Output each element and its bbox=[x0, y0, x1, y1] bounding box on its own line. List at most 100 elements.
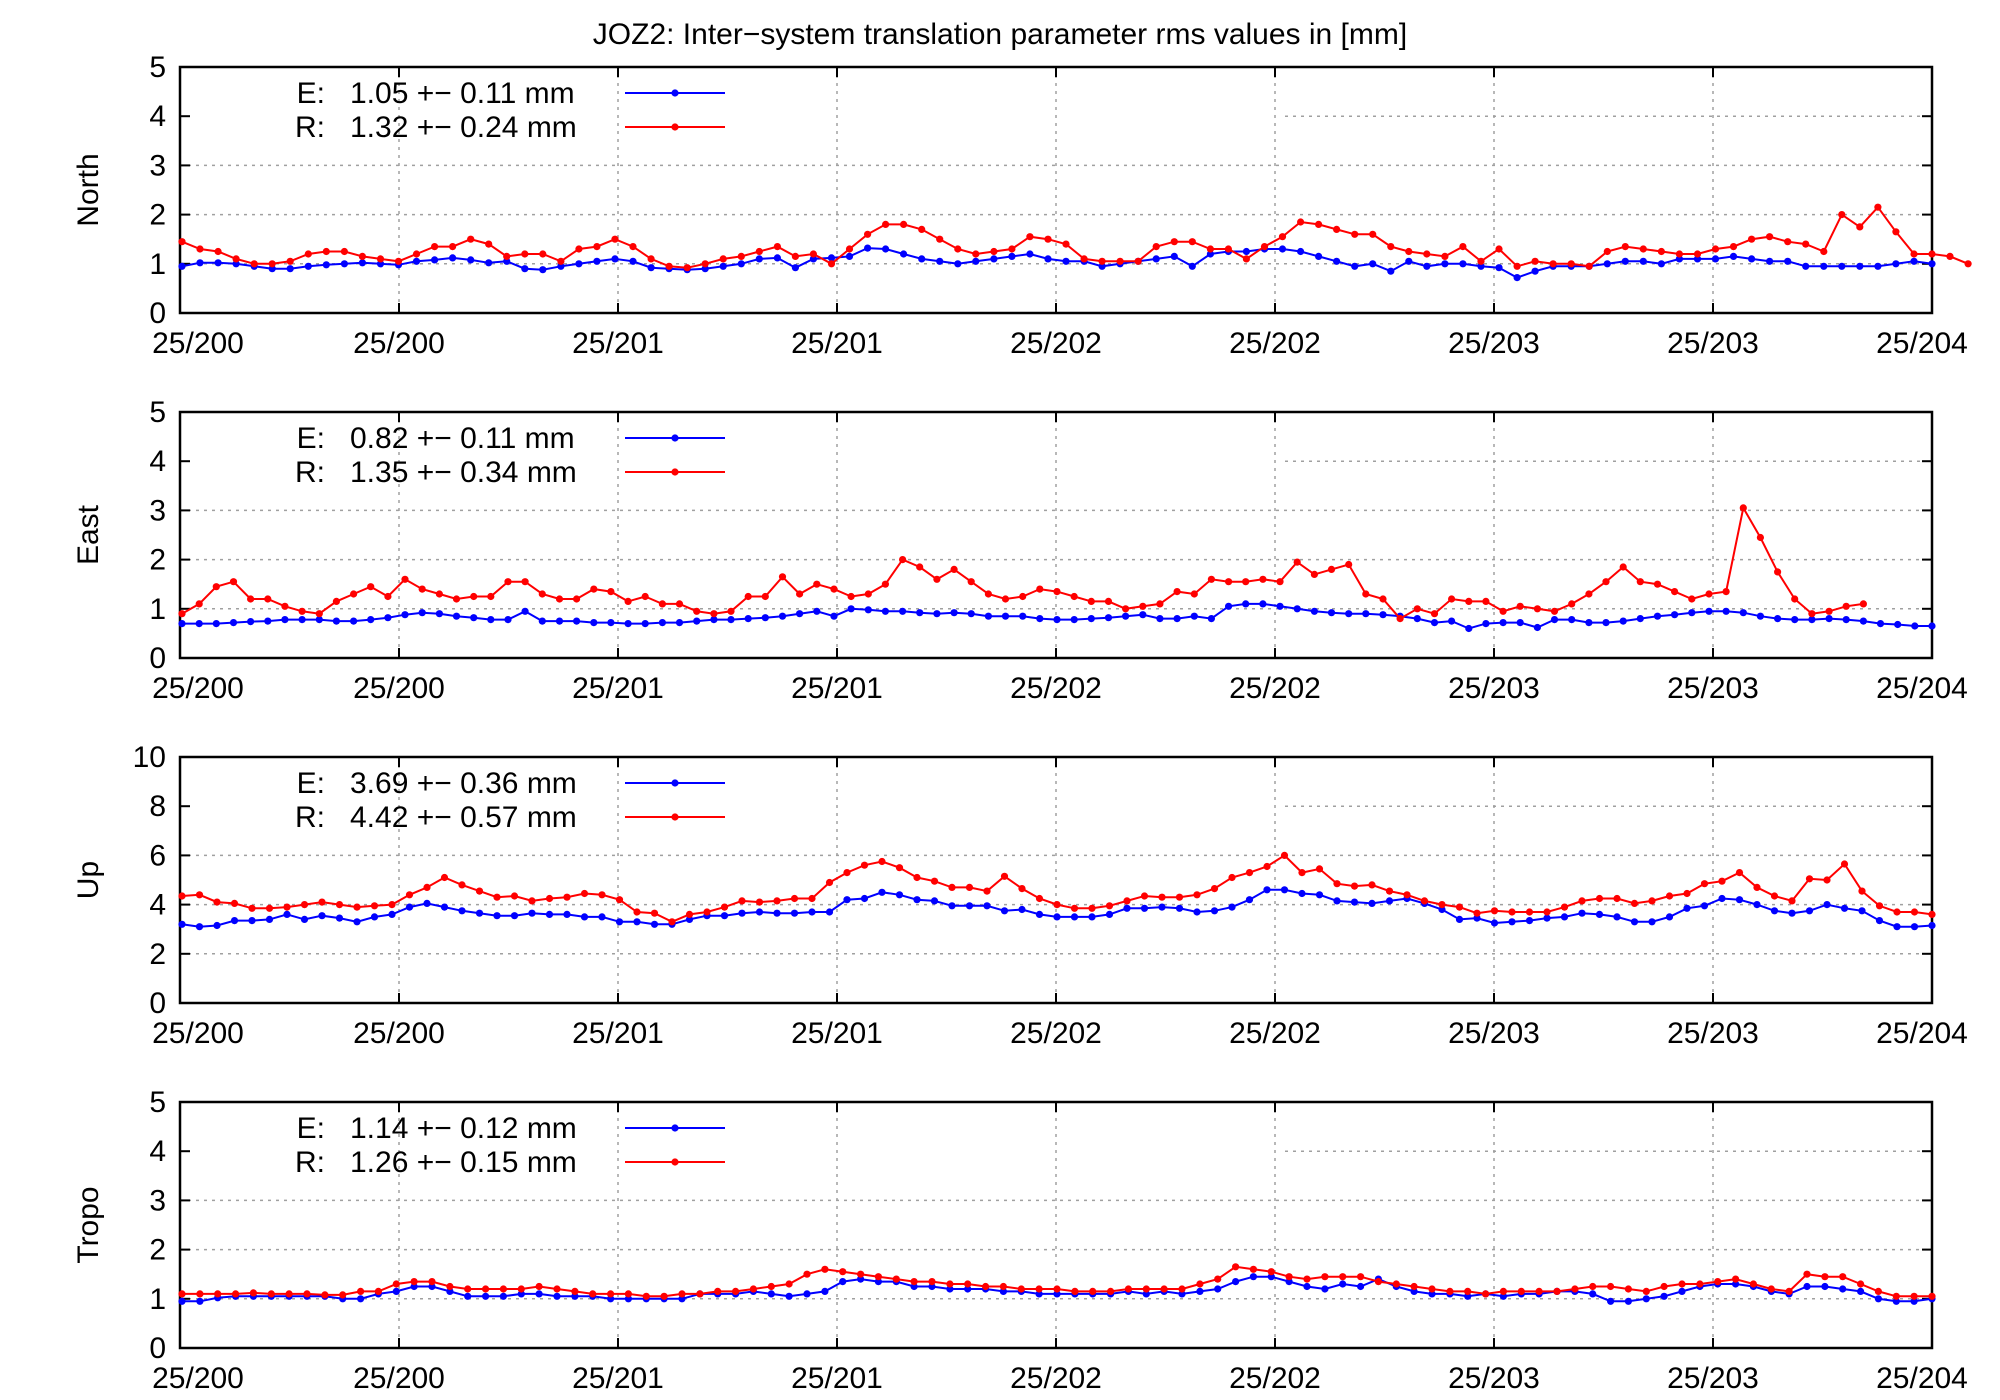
data-point-r bbox=[983, 887, 991, 895]
data-point-r bbox=[304, 250, 312, 258]
data-point-e bbox=[598, 913, 606, 921]
data-point-r bbox=[1158, 893, 1166, 901]
data-point-e bbox=[528, 909, 536, 917]
data-point-e bbox=[1653, 612, 1662, 620]
data-point-r bbox=[1242, 255, 1250, 263]
data-point-r bbox=[1210, 885, 1219, 893]
data-point-e bbox=[1821, 1282, 1829, 1291]
data-point-r bbox=[435, 590, 443, 598]
data-point-e bbox=[1568, 616, 1576, 624]
data-point-r bbox=[1357, 1273, 1365, 1281]
data-point-e bbox=[1405, 257, 1413, 265]
data-point-e bbox=[1455, 915, 1464, 924]
data-point-e bbox=[1642, 1295, 1650, 1303]
data-point-e bbox=[1735, 896, 1744, 904]
data-point-r bbox=[1766, 233, 1774, 241]
data-point-e bbox=[845, 252, 854, 260]
data-point-r bbox=[195, 600, 203, 608]
data-point-r bbox=[964, 1280, 972, 1288]
data-point-r bbox=[727, 607, 735, 615]
data-point-e bbox=[1729, 252, 1738, 260]
data-point-r bbox=[428, 1278, 436, 1286]
legend-marker-sample bbox=[671, 779, 679, 787]
data-point-r bbox=[376, 255, 385, 263]
x-tick-label: 25/200 bbox=[152, 672, 244, 705]
data-point-r bbox=[1276, 578, 1284, 586]
data-point-r bbox=[1495, 245, 1503, 253]
data-point-r bbox=[1420, 897, 1429, 905]
data-point-e bbox=[1053, 913, 1061, 921]
data-point-r bbox=[607, 1290, 615, 1298]
data-point-r bbox=[916, 563, 924, 571]
data-point-e bbox=[1678, 1287, 1686, 1295]
data-point-e bbox=[720, 912, 729, 920]
data-point-e bbox=[350, 617, 358, 625]
data-point-r bbox=[1543, 908, 1551, 916]
data-point-r bbox=[1362, 590, 1370, 598]
data-point-r bbox=[701, 260, 709, 268]
data-point-e bbox=[580, 913, 589, 921]
data-point-e bbox=[719, 262, 727, 270]
data-point-r bbox=[1139, 602, 1147, 610]
data-point-e bbox=[965, 902, 974, 910]
data-point-r bbox=[1190, 590, 1198, 598]
data-point-r bbox=[357, 1287, 365, 1295]
data-point-r bbox=[641, 592, 649, 601]
data-point-e bbox=[1688, 609, 1696, 617]
data-point-r bbox=[1857, 1280, 1865, 1288]
data-point-r bbox=[1892, 1292, 1900, 1300]
data-point-r bbox=[1392, 1280, 1400, 1288]
data-point-r bbox=[571, 1287, 579, 1295]
data-point-r bbox=[412, 250, 421, 258]
data-point-e bbox=[1430, 619, 1439, 627]
data-point-r bbox=[493, 893, 501, 901]
data-point-e bbox=[1297, 247, 1305, 256]
data-point-r bbox=[1293, 558, 1301, 566]
data-point-e bbox=[778, 612, 787, 620]
data-point-r bbox=[658, 600, 667, 608]
data-point-e bbox=[1660, 1292, 1668, 1300]
data-point-e bbox=[1278, 245, 1287, 253]
x-tick-label: 25/201 bbox=[791, 1362, 883, 1395]
data-point-r bbox=[710, 610, 718, 618]
data-point-e bbox=[370, 913, 379, 921]
data-point-r bbox=[1071, 1287, 1079, 1295]
data-point-e bbox=[1621, 257, 1629, 265]
data-point-e bbox=[860, 894, 869, 903]
data-point-e bbox=[1531, 267, 1539, 275]
data-point-r bbox=[1224, 245, 1232, 253]
data-point-e bbox=[1333, 257, 1341, 265]
data-point-r bbox=[1823, 876, 1831, 884]
data-point-e bbox=[813, 607, 821, 615]
data-point-r bbox=[1035, 894, 1044, 903]
data-point-r bbox=[1403, 891, 1411, 899]
data-point-r bbox=[1430, 610, 1439, 618]
data-point-r bbox=[720, 903, 729, 911]
y-tick-label: 5 bbox=[149, 396, 166, 429]
x-tick-label: 25/202 bbox=[1010, 327, 1102, 360]
data-point-r bbox=[464, 1285, 472, 1293]
data-point-r bbox=[315, 610, 323, 618]
legend-series-name: E: bbox=[297, 1112, 325, 1145]
data-point-r bbox=[1438, 901, 1446, 909]
y-axis-label: Tropo bbox=[72, 1186, 105, 1263]
data-point-r bbox=[1441, 252, 1449, 260]
legend-marker-sample bbox=[671, 89, 679, 97]
data-point-r bbox=[1310, 570, 1318, 579]
data-point-r bbox=[384, 592, 392, 601]
data-point-e bbox=[521, 265, 529, 273]
data-point-e bbox=[1423, 262, 1431, 270]
data-point-r bbox=[1122, 605, 1130, 613]
data-point-r bbox=[1008, 245, 1016, 253]
y-axis-label: Up bbox=[72, 861, 105, 899]
data-point-r bbox=[521, 578, 529, 586]
data-point-e bbox=[1560, 913, 1569, 921]
data-point-r bbox=[845, 245, 854, 253]
data-point-e bbox=[545, 910, 554, 919]
data-point-r bbox=[1124, 1285, 1132, 1293]
data-point-e bbox=[405, 903, 414, 911]
data-point-r bbox=[773, 897, 781, 905]
data-point-r bbox=[1748, 235, 1756, 243]
x-tick-label: 25/201 bbox=[791, 1017, 883, 1050]
data-point-r bbox=[247, 595, 255, 603]
